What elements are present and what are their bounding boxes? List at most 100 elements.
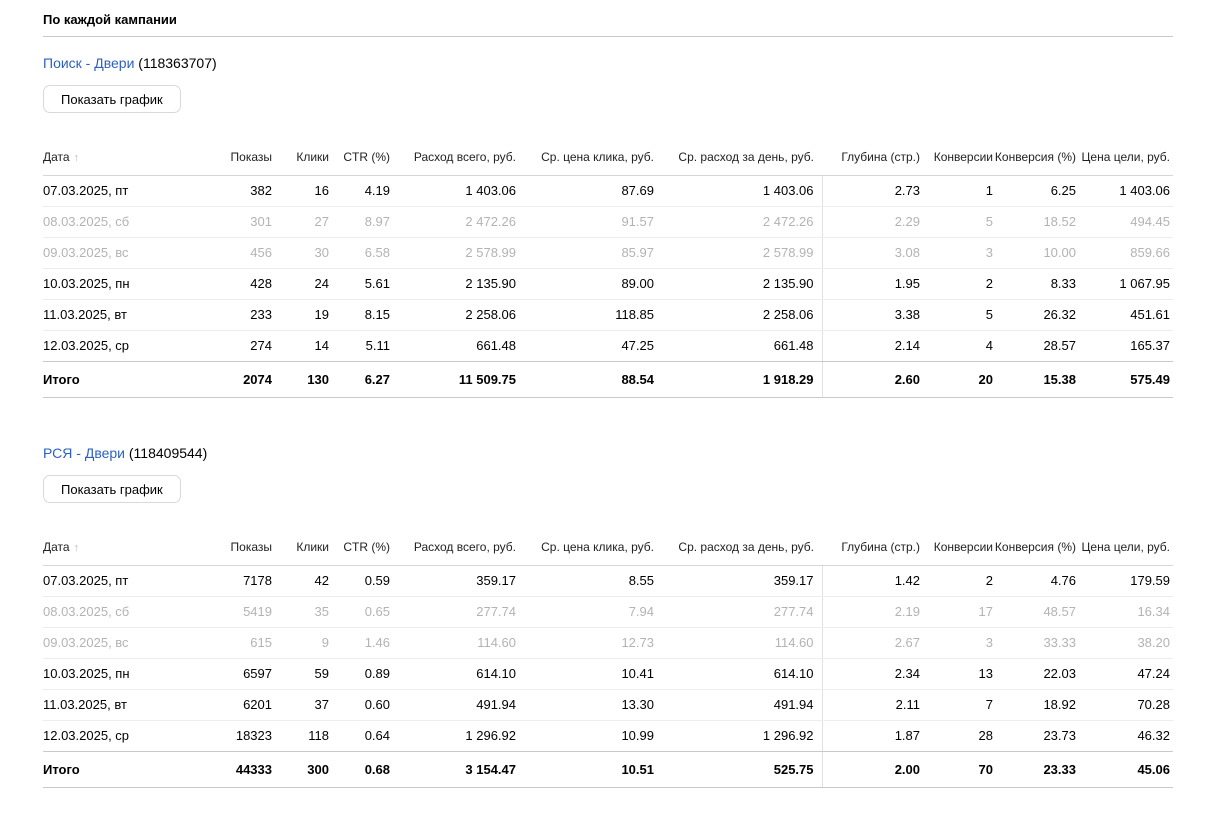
table-cell: 6.58	[329, 237, 390, 269]
table-cell: 2.14	[822, 330, 920, 362]
table-cell: 614.10	[390, 658, 516, 690]
column-header-label: CTR (%)	[343, 150, 390, 164]
table-cell: 2	[920, 268, 993, 300]
table-cell: 491.94	[390, 689, 516, 721]
table-cell: 6.25	[993, 175, 1076, 207]
column-header-label: Ср. цена клика, руб.	[541, 540, 654, 554]
table-cell: 2 472.26	[654, 206, 823, 238]
sort-asc-icon: ↑	[73, 542, 80, 554]
table-cell: 23.33	[993, 751, 1076, 788]
column-header-5[interactable]: Ср. цена клика, руб.	[516, 141, 654, 176]
table-cell: 12.73	[516, 627, 654, 659]
table-cell: 1 296.92	[654, 720, 823, 752]
table-cell: 16.34	[1076, 596, 1173, 628]
column-header-3[interactable]: CTR (%)	[329, 141, 390, 176]
table-cell: 10.99	[516, 720, 654, 752]
column-header-10[interactable]: Цена цели, руб.	[1076, 531, 1173, 566]
table-cell: 5419	[189, 596, 272, 628]
column-header-1[interactable]: Показы	[189, 141, 272, 176]
table-cell: 0.68	[329, 751, 390, 788]
table-cell: 2 135.90	[390, 268, 516, 300]
column-header-label: Ср. расход за день, руб.	[678, 540, 814, 554]
table-cell: 491.94	[654, 689, 823, 721]
table-cell: 14	[272, 330, 329, 362]
show-chart-button[interactable]: Показать график	[43, 475, 181, 503]
table-row: 11.03.2025, вт 6201 37 0.60 491.94 13.30 491.9…	[43, 689, 1173, 721]
column-header-9[interactable]: Конверсия (%)	[993, 531, 1076, 566]
campaign-link[interactable]: РСЯ - Двери	[43, 445, 125, 461]
table-cell: 2.34	[822, 658, 920, 690]
column-header-1[interactable]: Показы	[189, 531, 272, 566]
table-cell: 1.46	[329, 627, 390, 659]
table-cell: 87.69	[516, 175, 654, 207]
table-cell: 18.52	[993, 206, 1076, 238]
table-cell: 30	[272, 237, 329, 269]
table-cell: 8.97	[329, 206, 390, 238]
table-cell: 38.20	[1076, 627, 1173, 659]
table-cell: 6597	[189, 658, 272, 690]
table-cell: 45.06	[1076, 751, 1173, 788]
table-cell: 33.33	[993, 627, 1076, 659]
table-row: 07.03.2025, пт 382 16 4.19 1 403.06 87.69 1 40…	[43, 175, 1173, 207]
show-chart-button[interactable]: Показать график	[43, 85, 181, 113]
table-cell: 70	[920, 751, 993, 788]
table-cell: 2 135.90	[654, 268, 823, 300]
table-cell: 0.59	[329, 565, 390, 597]
table-cell: 3	[920, 237, 993, 269]
table-cell: 5.61	[329, 268, 390, 300]
column-header-10[interactable]: Цена цели, руб.	[1076, 141, 1173, 176]
table-cell: 1.95	[822, 268, 920, 300]
table-row: 08.03.2025, сб 301 27 8.97 2 472.26 91.57 2 47…	[43, 206, 1173, 238]
column-header-label: Цена цели, руб.	[1081, 540, 1170, 554]
date-cell: 07.03.2025, пт	[43, 565, 189, 597]
table-cell: 3 154.47	[390, 751, 516, 788]
table-cell: 7	[920, 689, 993, 721]
campaign-sections: Поиск - Двери (118363707) Показать графи…	[43, 55, 1173, 788]
table-cell: 2.29	[822, 206, 920, 238]
column-header-0[interactable]: Дата ↑	[43, 141, 189, 176]
column-header-9[interactable]: Конверсия (%)	[993, 141, 1076, 176]
table-cell: 89.00	[516, 268, 654, 300]
column-header-6[interactable]: Ср. расход за день, руб.	[654, 531, 822, 566]
column-header-label: Цена цели, руб.	[1081, 150, 1170, 164]
column-header-3[interactable]: CTR (%)	[329, 531, 390, 566]
table-cell: 3.08	[822, 237, 920, 269]
column-header-8[interactable]: Конверсии	[920, 531, 993, 566]
table-cell: 2	[920, 565, 993, 597]
column-header-0[interactable]: Дата ↑	[43, 531, 189, 566]
column-header-4[interactable]: Расход всего, руб.	[390, 141, 516, 176]
table-cell: 11 509.75	[390, 361, 516, 398]
column-header-8[interactable]: Конверсии	[920, 141, 993, 176]
column-header-7[interactable]: Глубина (стр.)	[822, 141, 920, 176]
table-cell: 19	[272, 299, 329, 331]
table-cell: 118.85	[516, 299, 654, 331]
table-cell: 2 578.99	[390, 237, 516, 269]
date-cell: 10.03.2025, пн	[43, 268, 189, 300]
column-header-label: Конверсии	[933, 540, 993, 554]
table-row: 08.03.2025, сб 5419 35 0.65 277.74 7.94 277.74…	[43, 596, 1173, 628]
campaign-head: РСЯ - Двери (118409544)	[43, 445, 1173, 462]
table-cell: 5.11	[329, 330, 390, 362]
table-cell: 7178	[189, 565, 272, 597]
column-header-2[interactable]: Клики	[272, 141, 329, 176]
table-cell: 8.33	[993, 268, 1076, 300]
column-header-label: Показы	[230, 150, 272, 164]
table-cell: 1 296.92	[390, 720, 516, 752]
column-header-6[interactable]: Ср. расход за день, руб.	[654, 141, 822, 176]
table-cell: 359.17	[654, 565, 823, 597]
table-cell: 4	[920, 330, 993, 362]
table-cell: 26.32	[993, 299, 1076, 331]
table-cell: 130	[272, 361, 329, 398]
date-cell: 12.03.2025, ср	[43, 720, 189, 752]
table-cell: 494.45	[1076, 206, 1173, 238]
campaign-link[interactable]: Поиск - Двери	[43, 55, 135, 71]
column-header-4[interactable]: Расход всего, руб.	[390, 531, 516, 566]
column-header-7[interactable]: Глубина (стр.)	[822, 531, 920, 566]
date-cell: 07.03.2025, пт	[43, 175, 189, 207]
column-header-5[interactable]: Ср. цена клика, руб.	[516, 531, 654, 566]
column-header-label: Дата	[43, 540, 70, 554]
table-cell: 4.19	[329, 175, 390, 207]
column-header-2[interactable]: Клики	[272, 531, 329, 566]
date-cell: 10.03.2025, пн	[43, 658, 189, 690]
